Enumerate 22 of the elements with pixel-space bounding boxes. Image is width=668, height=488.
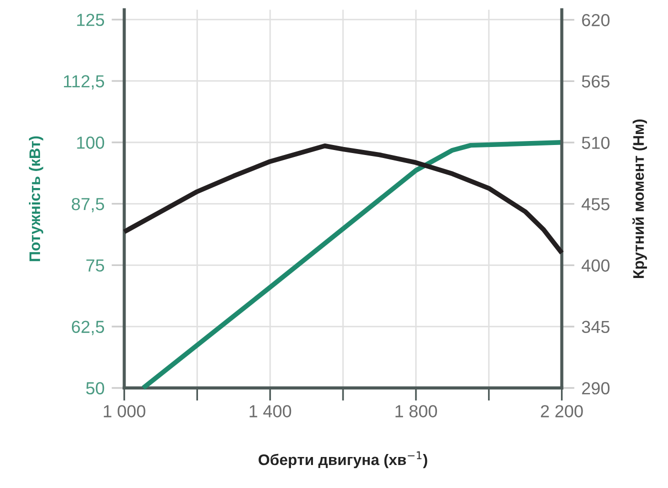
y2-tick-label: 510	[582, 136, 610, 149]
y2-tick-label: 620	[582, 14, 610, 26]
x-axis-title: Оберти двигуна (хв$^{−1}$)	[258, 451, 428, 468]
y-tick-label: 100	[77, 136, 104, 149]
x-tick-label: 1 800	[396, 405, 437, 418]
x-tick-label: 1 400	[250, 405, 292, 418]
y-axis-title: Потужність (кВт)	[28, 136, 44, 262]
y-tick-label: 87,5	[72, 198, 104, 212]
line-series	[122, 144, 564, 256]
y2-tick-label: 400	[582, 259, 610, 272]
y-tick-label: 75	[86, 260, 104, 272]
y2-tick-label: 290	[582, 382, 610, 394]
y-tick-label: 125	[77, 14, 104, 26]
x-tick-label: 1 000	[104, 405, 146, 418]
y-tick-label: 62,5	[72, 320, 104, 336]
y2-tick-label: 345	[582, 320, 610, 334]
x-tick-label: 2 200	[540, 405, 583, 418]
y-tick-label: 112,5	[64, 75, 104, 90]
y2-tick-label: 565	[582, 75, 610, 88]
y2-tick-label: 455	[582, 198, 610, 210]
y-tick-label: 50	[86, 382, 104, 394]
y2-axis-title: Крутний момент (Нм)	[632, 119, 647, 278]
